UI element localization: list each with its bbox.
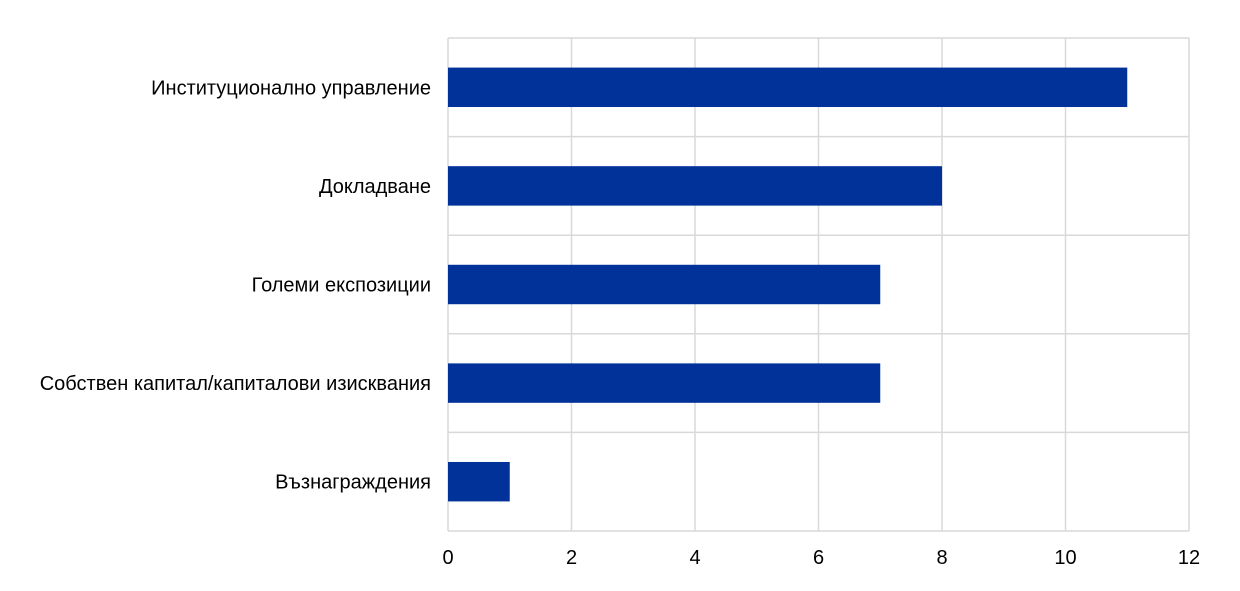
category-label: Институционално управление (151, 77, 431, 99)
category-label: Големи експозиции (252, 275, 431, 297)
bar-5 (448, 461, 510, 502)
x-tick-label: 6 (813, 547, 824, 569)
x-tick-label: 10 (1054, 547, 1076, 569)
category-label: Докладване (319, 176, 431, 198)
bar-4 (448, 363, 881, 403)
x-tick-label: 4 (689, 547, 700, 569)
x-tick-label: 0 (442, 547, 453, 569)
bars (448, 67, 1128, 502)
horizontal-gridlines (448, 37, 1189, 532)
x-tick-label: 12 (1178, 547, 1200, 569)
bar-3 (448, 264, 881, 305)
x-tick-label: 8 (936, 547, 947, 569)
bar-2 (448, 166, 942, 206)
x-tick-labels: 0 2 4 6 8 10 12 (442, 547, 1200, 569)
category-label: Собствен капитал/капиталови изисквания (40, 373, 431, 395)
category-label: Възнаграждения (275, 472, 431, 494)
x-tick-label: 2 (566, 547, 577, 569)
bar-1 (448, 67, 1128, 108)
category-labels: Институционално управление Докладване Голе… (40, 77, 431, 493)
